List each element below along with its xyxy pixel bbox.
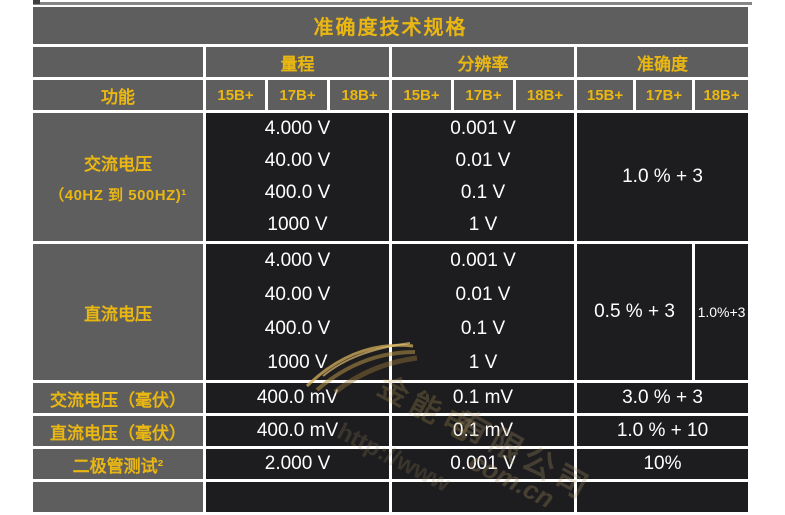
resolution-value: 0.1 V — [460, 318, 506, 339]
dc-voltage-resolution-cell: 0.001 V 0.01 V 0.1 V 1 V — [392, 244, 574, 380]
range-value: 4.000 V — [264, 118, 331, 139]
row-dc-millivolt: 直流电压（毫伏） 400.0 mV 0.1 mV 1.0 % + 10 — [33, 416, 748, 446]
model-header-15b-range: 15B+ — [206, 80, 265, 110]
ac-voltage-accuracy-cell: 1.0 % + 3 — [577, 113, 748, 241]
diode-test-range-cell: 2.000 V — [206, 449, 389, 479]
partial-accuracy-cell — [577, 482, 748, 512]
resolution-value: 1 V — [468, 214, 498, 235]
model-header-15b-resolution: 15B+ — [392, 80, 451, 110]
model-header-18b-resolution: 18B+ — [516, 80, 574, 110]
page: { "colors": { "header_bg": "#5e5e5e", "d… — [33, 0, 752, 515]
row-dc-voltage: 直流电压 4.000 V 40.00 V 400.0 V 1000 V 0.00… — [33, 244, 748, 380]
resolution-value: 0.001 V — [450, 118, 516, 139]
section-header-range: 量程 — [206, 47, 389, 77]
model-header-18b-range: 18B+ — [330, 80, 389, 110]
table-title: 准确度技术规格 — [33, 7, 748, 44]
range-value: 400.0 V — [264, 182, 331, 203]
model-header-15b-accuracy: 15B+ — [577, 80, 633, 110]
resolution-value: 0.01 V — [455, 150, 511, 171]
dc-millivolt-resolution-cell: 0.1 mV — [392, 416, 574, 446]
partial-range-cell — [206, 482, 389, 512]
dc-voltage-accuracy-15b-17b-cell: 0.5 % + 3 — [577, 244, 692, 380]
model-header-row: 功能 15B+ 17B+ 18B+ 15B+ 17B+ 18B+ 15B+ 17… — [33, 80, 748, 110]
partial-function-cell — [33, 482, 203, 512]
function-label-dc-millivolt: 直流电压（毫伏） — [33, 416, 203, 446]
partial-resolution-cell — [392, 482, 574, 512]
dc-millivolt-range-cell: 400.0 mV — [206, 416, 389, 446]
function-label-dc-voltage: 直流电压 — [33, 244, 203, 380]
ac-voltage-resolution-cell: 0.001 V 0.01 V 0.1 V 1 V — [392, 113, 574, 241]
ac-millivolt-range-cell: 400.0 mV — [206, 383, 389, 413]
dc-millivolt-accuracy-cell: 1.0 % + 10 — [577, 416, 748, 446]
model-header-18b-accuracy: 18B+ — [695, 80, 748, 110]
diode-test-accuracy-cell: 10% — [577, 449, 748, 479]
range-value: 400.0 V — [264, 318, 331, 339]
ac-millivolt-accuracy-cell: 3.0 % + 3 — [577, 383, 748, 413]
row-ac-millivolt: 交流电压（毫伏） 400.0 mV 0.1 mV 3.0 % + 3 — [33, 383, 748, 413]
row-ac-voltage: 交流电压 （40HZ 到 500HZ)¹ 4.000 V 40.00 V 400… — [33, 113, 748, 241]
title-row: 准确度技术规格 — [33, 7, 748, 44]
function-label-ac-voltage: 交流电压 （40HZ 到 500HZ)¹ — [33, 113, 203, 241]
accuracy-spec-table: 准确度技术规格 量程 分辨率 准确度 功能 15B+ 17B+ 18B+ 15B… — [30, 4, 751, 515]
range-value: 1000 V — [267, 352, 328, 373]
function-label-ac-millivolt: 交流电压（毫伏） — [33, 383, 203, 413]
section-header-accuracy: 准确度 — [577, 47, 748, 77]
ac-voltage-range-cell: 4.000 V 40.00 V 400.0 V 1000 V — [206, 113, 389, 241]
resolution-value: 0.1 V — [460, 182, 506, 203]
dc-voltage-accuracy-18b-cell: 1.0%+3 — [695, 244, 748, 380]
range-value: 4.000 V — [264, 250, 331, 271]
corner-blank-cell — [33, 47, 203, 77]
upper-table-remnant-corner — [33, 0, 40, 4]
range-value: 40.00 V — [264, 150, 331, 171]
function-label-text: 交流电压 — [84, 154, 152, 174]
model-header-17b-resolution: 17B+ — [454, 80, 513, 110]
ac-millivolt-resolution-cell: 0.1 mV — [392, 383, 574, 413]
row-diode-test: 二极管测试² 2.000 V 0.001 V 10% — [33, 449, 748, 479]
function-header: 功能 — [33, 80, 203, 110]
function-label-subtext: （40HZ 到 500HZ)¹ — [49, 186, 187, 204]
model-header-17b-accuracy: 17B+ — [636, 80, 692, 110]
row-partial-cutoff — [33, 482, 748, 512]
resolution-value: 1 V — [468, 352, 498, 373]
dc-voltage-range-cell: 4.000 V 40.00 V 400.0 V 1000 V — [206, 244, 389, 380]
model-header-17b-range: 17B+ — [268, 80, 327, 110]
section-header-row: 量程 分辨率 准确度 — [33, 47, 748, 77]
resolution-value: 0.001 V — [450, 250, 516, 271]
function-label-diode-test: 二极管测试² — [33, 449, 203, 479]
upper-table-remnant-strip — [33, 2, 752, 5]
diode-test-resolution-cell: 0.001 V — [392, 449, 574, 479]
function-label-text: 直流电压 — [84, 304, 152, 324]
range-value: 40.00 V — [264, 284, 331, 305]
range-value: 1000 V — [267, 214, 328, 235]
section-header-resolution: 分辨率 — [392, 47, 574, 77]
resolution-value: 0.01 V — [455, 284, 511, 305]
